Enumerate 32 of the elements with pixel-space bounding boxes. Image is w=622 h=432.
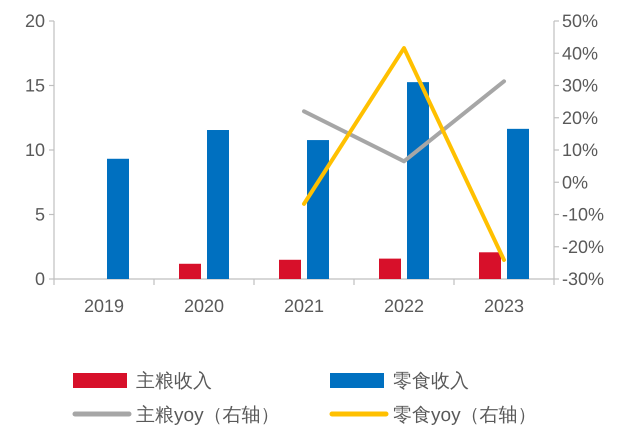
legend-label: 零食收入 — [393, 371, 469, 392]
y2-tick-label: -30% — [562, 269, 604, 289]
y2-tick-label: -10% — [562, 204, 604, 224]
x-tick-label: 2023 — [484, 296, 524, 316]
y2-tick-label: 30% — [562, 76, 598, 96]
y2-tick-label: 40% — [562, 43, 598, 64]
y2-tick-label: 0% — [562, 172, 588, 192]
bar — [379, 258, 401, 279]
y-tick-label: 20 — [24, 11, 45, 31]
y2-tick-label: 20% — [562, 108, 598, 128]
legend-label: 零食yoy（右轴） — [393, 405, 537, 426]
x-tick-label: 2022 — [384, 296, 424, 316]
y-tick-label: 10 — [24, 140, 45, 160]
legend-label: 主粮yoy（右轴） — [136, 404, 280, 426]
y-tick-label: 15 — [24, 76, 45, 96]
y-tick-label: 0 — [34, 269, 45, 289]
bar — [507, 128, 529, 279]
legend-label: 主粮收入 — [136, 370, 212, 392]
y2-tick-label: 10% — [562, 140, 598, 160]
x-tick-label: 2021 — [284, 296, 324, 316]
x-tick-label: 2019 — [84, 296, 124, 316]
bar — [107, 158, 129, 279]
bar — [479, 252, 501, 279]
y-tick-label: 5 — [34, 204, 45, 224]
y2-tick-label: -20% — [562, 236, 604, 257]
bar — [407, 82, 429, 279]
x-tick-label: 2020 — [184, 296, 224, 316]
bar — [279, 260, 301, 279]
bar — [179, 264, 201, 279]
y2-tick-label: 50% — [562, 11, 598, 31]
bar — [307, 140, 329, 279]
bar — [207, 130, 229, 279]
